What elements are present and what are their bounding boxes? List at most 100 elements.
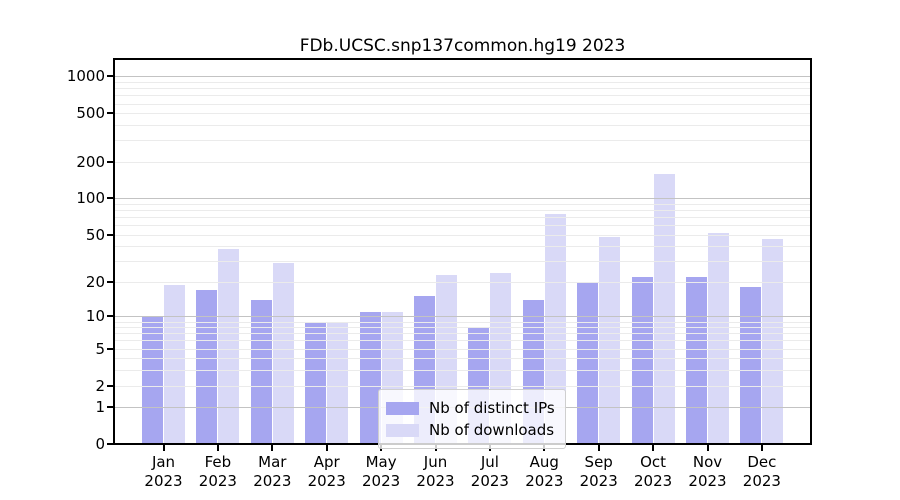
minor-gridline xyxy=(115,113,810,115)
minor-gridline xyxy=(115,103,810,105)
x-tick xyxy=(162,445,165,451)
x-tick-label: Jan 2023 xyxy=(129,453,199,491)
minor-gridline xyxy=(115,210,810,212)
month-label: Jul xyxy=(480,453,499,471)
bar-distinct-ips xyxy=(142,316,163,443)
month-label: May xyxy=(365,453,397,471)
minor-gridline xyxy=(115,234,810,236)
x-tick-label: Sep 2023 xyxy=(564,453,634,491)
y-tick xyxy=(107,112,113,115)
bar-distinct-ips xyxy=(740,287,762,443)
legend-item-distinct-ips: Nb of distinct IPs xyxy=(386,397,555,419)
minor-gridline xyxy=(115,348,810,350)
bar-distinct-ips xyxy=(686,277,707,443)
year-label: 2023 xyxy=(525,472,564,490)
x-tick xyxy=(706,445,709,451)
y-tick xyxy=(107,315,113,318)
y-tick-label: 5 xyxy=(95,339,105,358)
minor-gridline xyxy=(115,161,810,163)
bar-distinct-ips xyxy=(305,321,327,443)
y-tick xyxy=(107,75,113,78)
y-tick xyxy=(107,197,113,200)
y-tick-label: 1 xyxy=(95,398,105,417)
bar-downloads xyxy=(272,263,294,443)
x-tick xyxy=(216,445,219,451)
x-tick-label: Jul 2023 xyxy=(455,453,525,491)
y-tick-label: 2 xyxy=(95,376,105,395)
month-label: Sep xyxy=(584,453,613,471)
y-tick xyxy=(107,384,113,387)
year-label: 2023 xyxy=(307,472,346,490)
x-tick-label: Oct 2023 xyxy=(618,453,688,491)
year-label: 2023 xyxy=(470,472,509,490)
bar-distinct-ips xyxy=(196,290,218,443)
year-label: 2023 xyxy=(253,472,292,490)
y-tick-label: 10 xyxy=(85,307,105,326)
minor-gridline xyxy=(115,140,810,142)
year-label: 2023 xyxy=(198,472,237,490)
month-label: Oct xyxy=(640,453,667,471)
bar-downloads xyxy=(599,236,621,443)
x-tick-label: Mar 2023 xyxy=(237,453,307,491)
minor-gridline xyxy=(115,125,810,127)
y-tick-label: 1000 xyxy=(66,67,105,86)
bar-distinct-ips xyxy=(359,311,381,443)
month-label: Aug xyxy=(529,453,559,471)
bar-downloads xyxy=(327,321,349,443)
minor-gridline xyxy=(115,261,810,263)
month-label: Apr xyxy=(313,453,340,471)
x-tick-label: Feb 2023 xyxy=(183,453,253,491)
minor-gridline xyxy=(115,246,810,248)
y-tick xyxy=(107,406,113,409)
legend-swatch-downloads-icon xyxy=(386,423,419,437)
minor-gridline xyxy=(115,340,810,342)
x-tick xyxy=(325,445,328,451)
y-tick xyxy=(107,443,113,445)
legend-label: Nb of distinct IPs xyxy=(429,399,555,417)
minor-gridline xyxy=(115,95,810,97)
y-tick xyxy=(107,160,113,163)
minor-gridline xyxy=(115,217,810,219)
minor-gridline xyxy=(115,82,810,84)
year-label: 2023 xyxy=(579,472,618,490)
year-label: 2023 xyxy=(742,472,781,490)
minor-gridline xyxy=(115,358,810,360)
minor-gridline xyxy=(115,204,810,206)
minor-gridline xyxy=(115,385,810,387)
y-tick-label: 100 xyxy=(76,189,105,208)
minor-gridline xyxy=(115,370,810,372)
bar-distinct-ips xyxy=(631,277,653,443)
month-label: Jan xyxy=(151,453,176,471)
legend-item-downloads: Nb of downloads xyxy=(386,419,555,441)
x-tick-label: Aug 2023 xyxy=(509,453,579,491)
y-tick-label: 0 xyxy=(95,435,105,453)
x-tick-label: May 2023 xyxy=(346,453,416,491)
y-tick-label: 20 xyxy=(85,273,105,292)
year-label: 2023 xyxy=(634,472,673,490)
x-tick-label: Nov 2023 xyxy=(673,453,743,491)
bar-downloads xyxy=(708,232,729,443)
month-label: Feb xyxy=(204,453,232,471)
month-label: Jun xyxy=(423,453,448,471)
minor-gridline xyxy=(115,225,810,227)
bar-downloads xyxy=(164,284,185,443)
major-gridline xyxy=(115,76,810,78)
minor-gridline xyxy=(115,282,810,284)
y-tick-label: 50 xyxy=(85,225,105,244)
month-label: Mar xyxy=(258,453,287,471)
y-tick xyxy=(107,347,113,350)
y-tick xyxy=(107,281,113,284)
legend: Nb of distinct IPs Nb of downloads xyxy=(378,389,566,449)
year-label: 2023 xyxy=(688,472,727,490)
y-tick-label: 200 xyxy=(76,152,105,171)
x-tick xyxy=(597,445,600,451)
legend-label: Nb of downloads xyxy=(429,421,555,439)
minor-gridline xyxy=(115,327,810,329)
year-label: 2023 xyxy=(416,472,455,490)
y-tick-label: 500 xyxy=(76,104,105,123)
bar-downloads xyxy=(653,173,675,443)
x-tick-label: Dec 2023 xyxy=(727,453,797,491)
plot-frame xyxy=(113,58,812,445)
bar-downloads xyxy=(218,249,240,443)
